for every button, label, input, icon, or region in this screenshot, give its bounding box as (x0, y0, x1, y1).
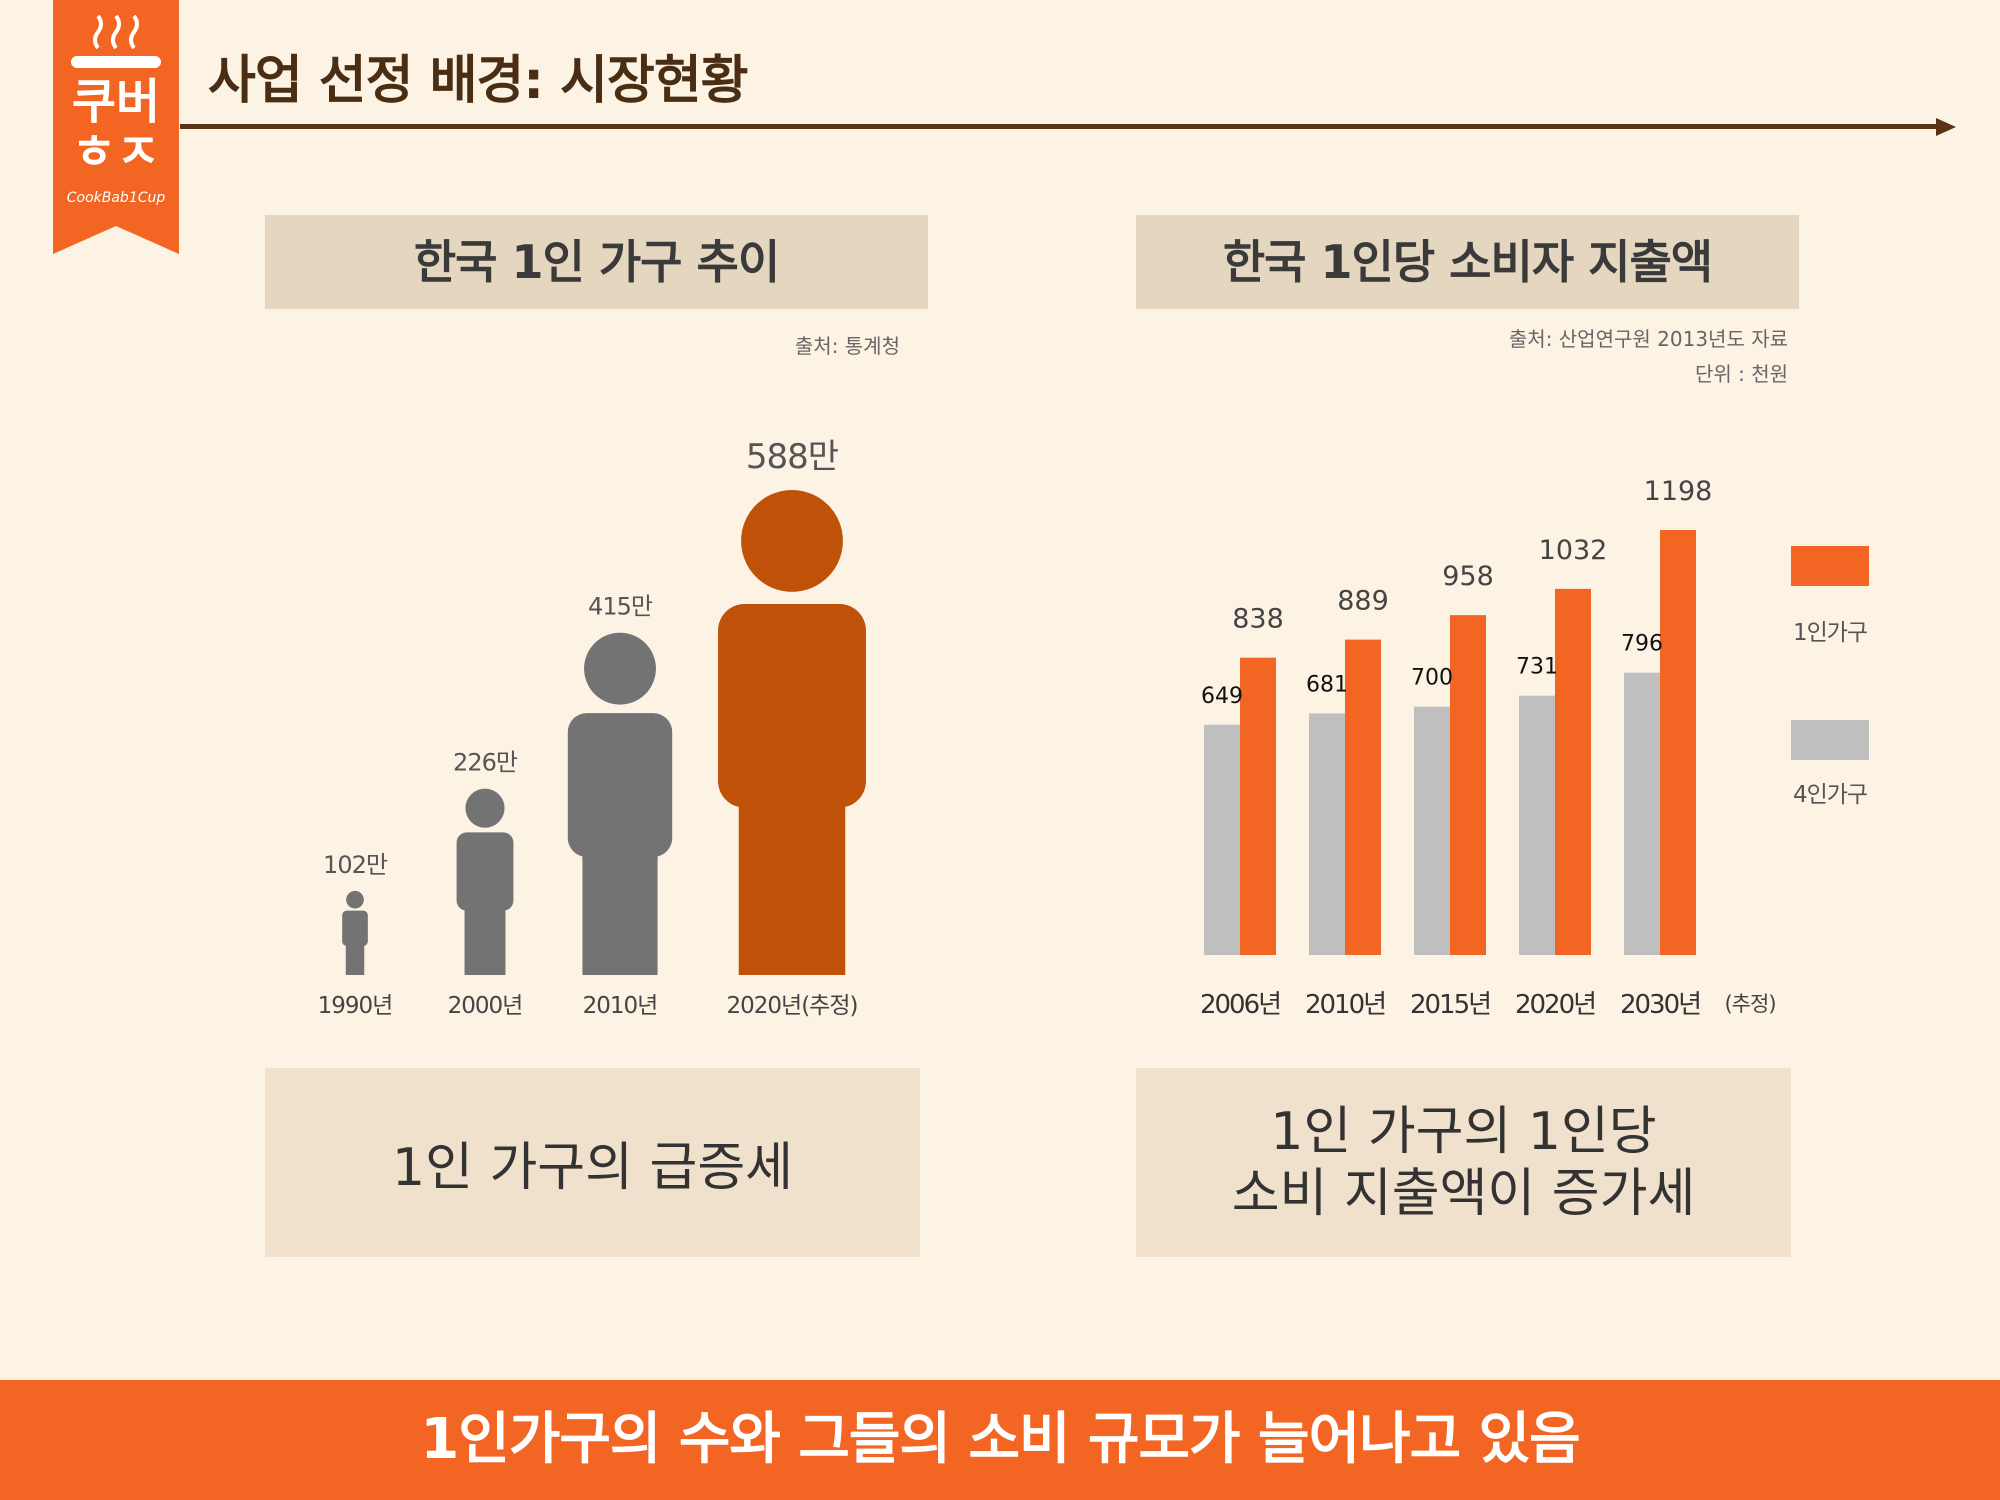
person-torso (456, 832, 514, 911)
data-label-1person: 889 (1337, 586, 1389, 617)
person-legs (345, 938, 365, 975)
category-label: 2015년 (1410, 990, 1490, 1020)
right-summary-line1: 1인 가구의 1인당 (1270, 1101, 1657, 1162)
bar-4person (1204, 724, 1240, 955)
data-label-4person: 700 (1411, 666, 1453, 691)
left-panel-source: 출처: 통계청 (794, 334, 900, 358)
pot-lid-icon (71, 56, 161, 68)
household-pictograph-chart: 102만 1990년 226만 2000년 415만 2010년 588만 2020년(추정) (318, 437, 866, 1019)
value-label: 415만 (588, 593, 653, 621)
category-label: 2010년 (1305, 990, 1385, 1020)
steam-icon (93, 14, 139, 50)
bar-1person (1555, 588, 1591, 955)
category-label: 2000년 (448, 993, 523, 1019)
right-panel-summary: 1인 가구의 1인당 소비 지출액이 증가세 (1136, 1068, 1791, 1257)
arrow-right-icon (1936, 118, 1956, 136)
right-panel-unit: 단위 : 천원 (1694, 362, 1788, 386)
person-torso (342, 910, 368, 946)
person-head (465, 788, 505, 828)
person-figure (718, 490, 866, 975)
data-label-1person: 958 (1442, 561, 1494, 592)
person-head (584, 632, 656, 705)
page-title: 사업 선정 배경: 시장현황 (208, 51, 749, 111)
person-head (741, 490, 843, 592)
spending-bar-chart: 649 838 2006년 681 889 2010년 700 958 2015년 731 1032… (1200, 476, 1777, 1020)
person-head (346, 890, 364, 909)
category-label: 1990년 (318, 993, 393, 1019)
category-label: 2020년(추정) (727, 993, 858, 1019)
bar-4person (1624, 672, 1660, 955)
data-label-4person: 731 (1516, 655, 1558, 680)
value-label: 226만 (453, 749, 518, 777)
right-panel-source: 출처: 산업연구원 2013년도 자료 (1508, 327, 1788, 351)
bar-1person (1450, 615, 1486, 955)
bar-1person (1240, 657, 1276, 955)
data-label-4person: 796 (1621, 632, 1663, 657)
value-label: 588만 (746, 437, 839, 477)
legend-label-4person: 4인가구 (1793, 782, 1867, 808)
bar-1person (1345, 639, 1381, 955)
data-label-4person: 681 (1306, 672, 1348, 697)
bar-chart-legend: 1인가구 4인가구 (1791, 546, 1869, 808)
person-legs (582, 828, 658, 975)
axis-note: (추정) (1724, 992, 1775, 1016)
person-figure (456, 788, 514, 975)
legend-label-1person: 1인가구 (1793, 620, 1867, 646)
person-figure (567, 632, 673, 975)
title-rule (180, 124, 1940, 129)
data-label-4person: 649 (1201, 684, 1243, 709)
value-label: 102만 (323, 851, 388, 879)
left-panel-summary: 1인 가구의 급증세 (265, 1068, 920, 1257)
bar-4person (1414, 706, 1450, 955)
bar-4person (1519, 695, 1555, 955)
bar-1person (1660, 530, 1696, 955)
left-panel-heading: 한국 1인 가구 추이 (265, 215, 928, 309)
right-panel-heading: 한국 1인당 소비자 지출액 (1136, 215, 1799, 309)
category-label: 2006년 (1200, 990, 1280, 1020)
person-legs (738, 766, 846, 975)
bar-4person (1309, 713, 1345, 955)
legend-swatch-4person (1791, 720, 1869, 760)
legend-swatch-1person (1791, 546, 1869, 586)
logo-line2: ㅎㅈ (72, 124, 160, 180)
category-label: 2030년 (1620, 990, 1700, 1020)
person-torso (718, 603, 866, 808)
data-label-1person: 1032 (1539, 535, 1608, 566)
person-figure (342, 890, 368, 975)
logo-line1: 쿠버 (72, 74, 160, 130)
person-torso (567, 713, 673, 857)
data-label-1person: 838 (1232, 604, 1284, 635)
brand-logo: 쿠버 ㅎㅈ CookBab1Cup (53, 0, 179, 254)
category-label: 2010년 (583, 993, 658, 1019)
category-label: 2020년 (1515, 990, 1595, 1020)
right-summary-line2: 소비 지출액이 증가세 (1231, 1163, 1696, 1224)
bottom-banner: 1인가구의 수와 그들의 소비 규모가 늘어나고 있음 (0, 1380, 2000, 1500)
data-label-1person: 1198 (1644, 476, 1713, 507)
logo-script: CookBab1Cup (67, 190, 166, 206)
person-legs (464, 895, 506, 975)
